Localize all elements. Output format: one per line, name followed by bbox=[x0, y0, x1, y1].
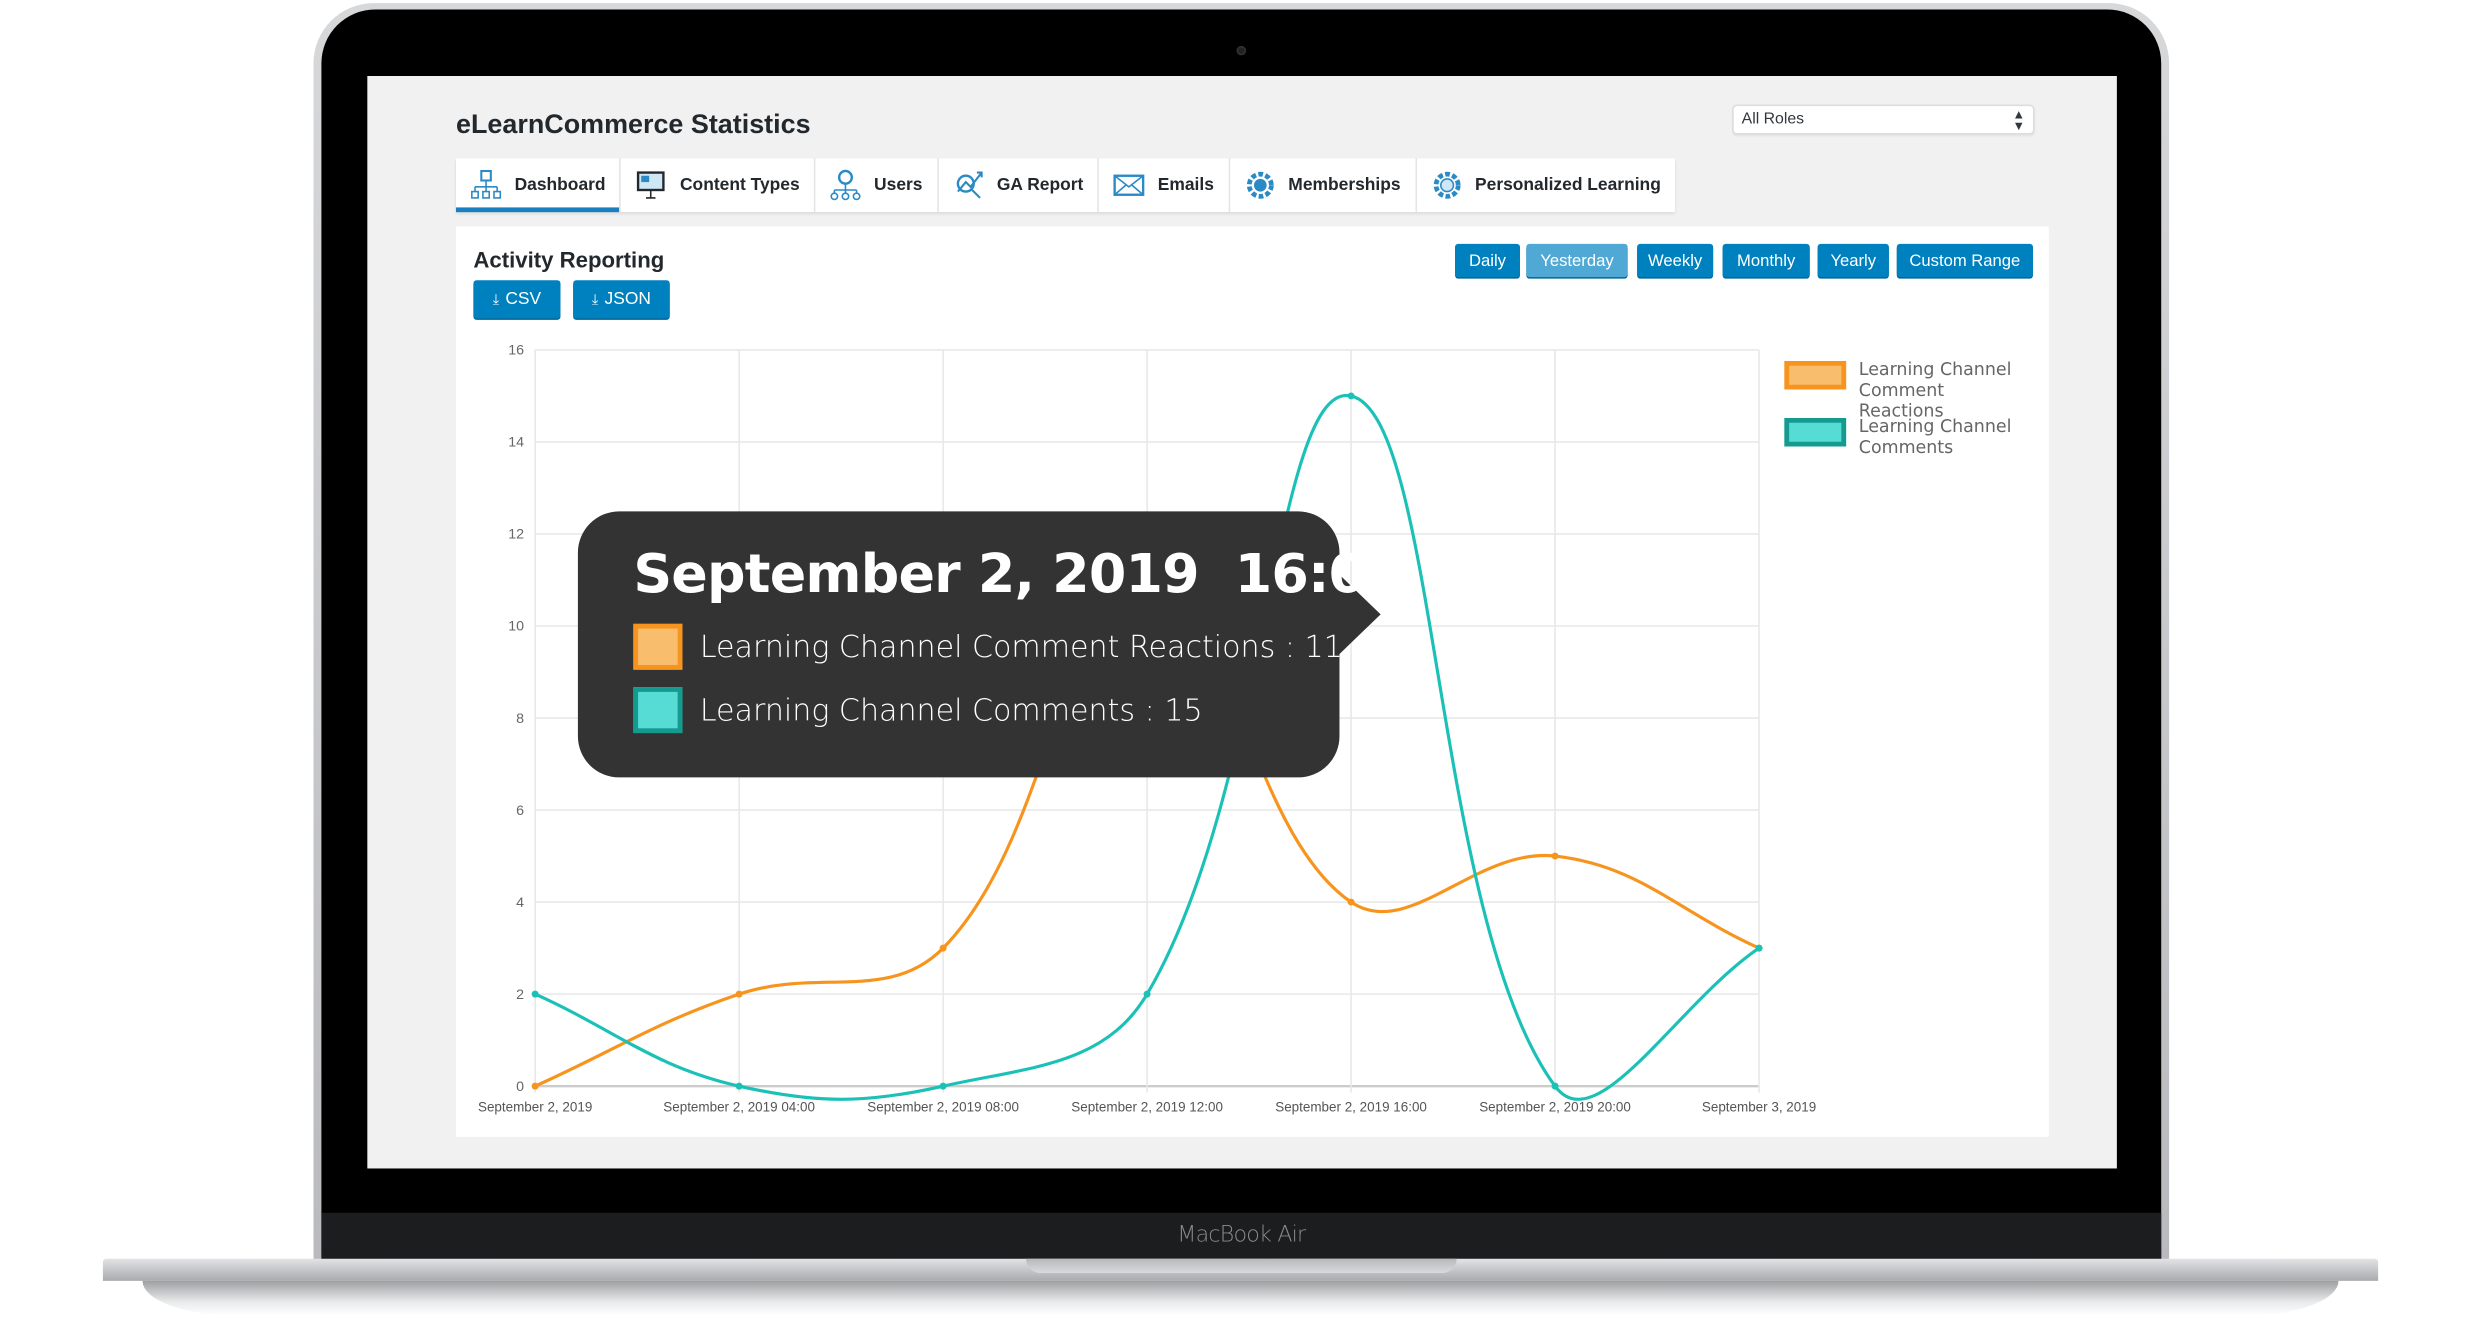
x-tick-label: September 2, 2019 12:00 bbox=[1071, 1099, 1223, 1114]
laptop-chin bbox=[321, 1212, 2162, 1261]
button-label: JSON bbox=[604, 289, 651, 309]
tooltip-text: Learning Channel Comment Reactions : 11 bbox=[699, 629, 1343, 665]
users-network-icon bbox=[830, 169, 861, 201]
y-tick-label: 14 bbox=[508, 435, 524, 451]
tab-users[interactable]: Users bbox=[815, 158, 939, 213]
device-brand: MacBook Air bbox=[1177, 1222, 1306, 1248]
tab-label: Personalized Learning bbox=[1475, 175, 1661, 195]
y-tick-label: 10 bbox=[508, 619, 524, 635]
x-tick-label: September 2, 2019 04:00 bbox=[663, 1099, 815, 1114]
legend-swatch-orange bbox=[1784, 360, 1847, 390]
x-tick-label: September 3, 2019 bbox=[1702, 1099, 1816, 1114]
csv-export-button[interactable]: ⤓ CSV bbox=[473, 280, 561, 319]
screen: eLearnCommerce Statistics All Roles ▲ ▼ Da… bbox=[367, 75, 2117, 1169]
y-tick-label: 0 bbox=[516, 1079, 524, 1095]
activity-panel: Activity Reporting ⤓ CSV ⤓ JSON Daily Yester… bbox=[455, 226, 2049, 1137]
tooltip-line-reactions: Learning Channel Comment Reactions : 11 bbox=[633, 623, 1343, 670]
legend-item-reactions[interactable]: Learning Channel Comment Reactions bbox=[1784, 359, 2033, 421]
tab-memberships[interactable]: Memberships bbox=[1230, 158, 1417, 213]
sitemap-icon bbox=[471, 169, 502, 199]
data-point bbox=[1347, 392, 1355, 400]
analytics-icon bbox=[956, 171, 983, 199]
range-monthly-button[interactable]: Monthly bbox=[1722, 243, 1810, 278]
tab-label: Dashboard bbox=[514, 175, 606, 195]
data-point bbox=[939, 1082, 947, 1090]
presentation-icon bbox=[637, 171, 666, 199]
tooltip-line-comments: Learning Channel Comments : 15 bbox=[633, 687, 1203, 734]
legend-label: Learning Channel Comment Reactions bbox=[1858, 359, 2012, 422]
data-point bbox=[735, 1082, 743, 1090]
gear-cart-icon bbox=[1246, 171, 1274, 199]
tab-content-types[interactable]: Content Types bbox=[621, 158, 816, 213]
tab-label: Memberships bbox=[1288, 175, 1401, 195]
page-title: eLearnCommerce Statistics bbox=[455, 109, 811, 140]
x-tick-label: September 2, 2019 16:00 bbox=[1275, 1099, 1427, 1114]
x-tick-label: September 2, 2019 08:00 bbox=[867, 1099, 1019, 1114]
tooltip-arrow bbox=[1336, 571, 1381, 658]
x-tick-label: September 2, 2019 20:00 bbox=[1479, 1099, 1631, 1114]
laptop-notch bbox=[1025, 1258, 1457, 1273]
data-point bbox=[1551, 852, 1559, 860]
y-tick-label: 6 bbox=[516, 803, 524, 819]
tab-personalized-learning[interactable]: Personalized Learning bbox=[1416, 158, 1675, 212]
y-tick-label: 2 bbox=[516, 987, 524, 1003]
data-point bbox=[531, 1082, 539, 1090]
data-point bbox=[531, 990, 539, 998]
data-point bbox=[1143, 990, 1151, 998]
y-tick-label: 12 bbox=[508, 527, 524, 543]
tooltip-swatch-teal bbox=[633, 687, 683, 734]
tab-dashboard[interactable]: Dashboard bbox=[455, 158, 622, 213]
legend-item-comments[interactable]: Learning Channel Comments bbox=[1784, 416, 2033, 458]
chart-tooltip: September 2, 2019 16:00 Learning Channel… bbox=[577, 511, 1403, 778]
gear-users-icon bbox=[1433, 171, 1460, 199]
data-point bbox=[1551, 1082, 1559, 1090]
laptop-base-bottom bbox=[142, 1280, 2339, 1316]
y-tick-label: 16 bbox=[508, 343, 524, 359]
data-point bbox=[939, 944, 947, 952]
data-point bbox=[735, 990, 743, 998]
select-arrows-icon: ▲ ▼ bbox=[2012, 107, 2026, 133]
x-tick-label: September 2, 2019 bbox=[478, 1099, 592, 1114]
tab-ga-report[interactable]: GA Report bbox=[938, 158, 1100, 213]
envelope-icon bbox=[1113, 174, 1145, 196]
tooltip-title: September 2, 2019 16:00 bbox=[633, 543, 1403, 607]
tab-label: Users bbox=[874, 175, 923, 195]
tab-label: GA Report bbox=[996, 175, 1084, 195]
role-select[interactable]: All Roles ▲ ▼ bbox=[1732, 104, 2035, 135]
camera-icon bbox=[1236, 45, 1247, 56]
range-weekly-button[interactable]: Weekly bbox=[1637, 243, 1714, 278]
range-daily-button[interactable]: Daily bbox=[1455, 243, 1520, 278]
button-label: CSV bbox=[505, 289, 542, 309]
range-yearly-button[interactable]: Yearly bbox=[1817, 243, 1889, 278]
range-yesterday-button[interactable]: Yesterday bbox=[1526, 243, 1628, 278]
tooltip-text: Learning Channel Comments : 15 bbox=[699, 692, 1203, 728]
tab-emails[interactable]: Emails bbox=[1099, 158, 1230, 213]
y-tick-label: 8 bbox=[516, 711, 524, 727]
tab-label: Emails bbox=[1157, 175, 1214, 195]
download-icon: ⤓ bbox=[591, 290, 599, 307]
data-point bbox=[1755, 944, 1763, 952]
y-tick-label: 4 bbox=[516, 895, 524, 911]
panel-title: Activity Reporting bbox=[473, 246, 665, 273]
json-export-button[interactable]: ⤓ JSON bbox=[573, 280, 670, 319]
data-point bbox=[1347, 898, 1355, 906]
tab-bar: Dashboard Content Types Users GA Report Emai… bbox=[455, 158, 1676, 213]
role-select-value: All Roles bbox=[1741, 110, 1805, 129]
tab-label: Content Types bbox=[679, 175, 800, 195]
download-icon: ⤓ bbox=[492, 290, 500, 307]
legend-swatch-teal bbox=[1784, 417, 1847, 447]
tooltip-swatch-orange bbox=[633, 623, 683, 670]
range-custom-range-button[interactable]: Custom Range bbox=[1896, 243, 2033, 278]
legend-label: Learning Channel Comments bbox=[1858, 416, 2012, 458]
